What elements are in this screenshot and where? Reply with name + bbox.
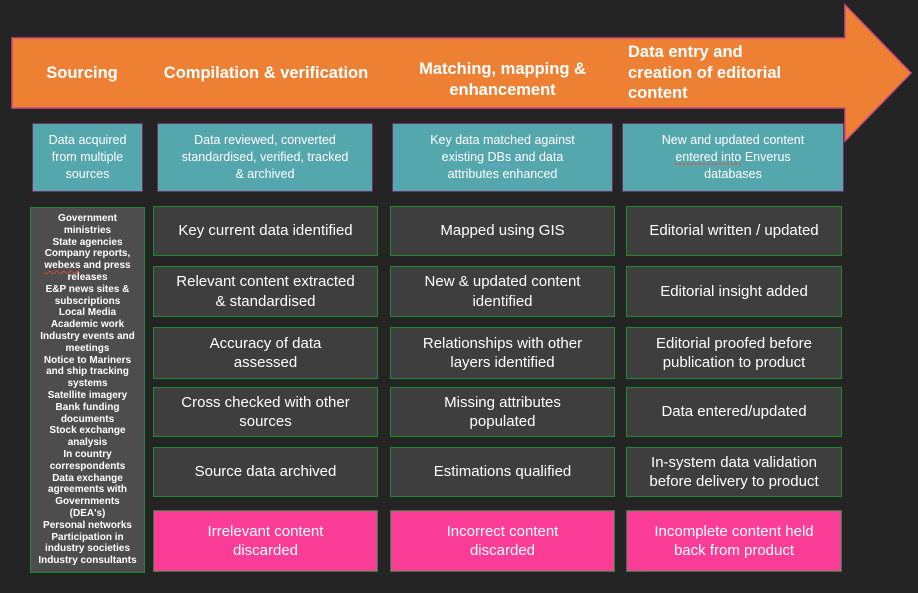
step-box: Key current data identified (153, 206, 378, 256)
source-item: Stock exchange analysis (49, 425, 126, 449)
step-text: Relevant content extracted & standardise… (176, 273, 355, 310)
step-text: Mapped using GIS (440, 222, 565, 240)
spellcheck-underline: webexs (44, 260, 81, 272)
summary-box-sourcing: Data acquired from multiple sources (32, 123, 143, 192)
source-list-box: Government ministries State agencies Com… (30, 207, 145, 573)
source-item: Satellite imagery (47, 390, 128, 401)
source-item: Participation in industry societies (44, 531, 131, 555)
step-text: Source data archived (194, 463, 337, 481)
step-text: Editorial proofed before publication to … (656, 334, 812, 371)
step-text: New & updated content identified (424, 273, 581, 310)
step-box: Editorial written / updated (626, 206, 842, 256)
step-box: Data entered/updated (626, 387, 842, 437)
step-box: In-system data validation before deliver… (626, 447, 842, 497)
step-text: Estimations qualified (433, 463, 572, 481)
source-item: Company reports, webexs and press releas… (44, 248, 131, 284)
step-box: Source data archived (153, 447, 378, 497)
stage-header-compilation: Compilation & verification (163, 63, 369, 82)
discard-box: Incomplete content held back from produc… (626, 510, 842, 572)
discard-box: Irrelevant content discarded (153, 510, 378, 572)
step-box: Accuracy of data assessed (153, 327, 378, 379)
discard-box: Incorrect content discarded (390, 510, 615, 572)
step-text: Missing attributes populated (444, 393, 561, 430)
grammar-check-underline: DBs (487, 150, 512, 165)
source-item: Academic work (50, 319, 125, 331)
stage-header-data-entry: Data entry and creation of editorial con… (628, 43, 782, 103)
source-item: Government ministries (58, 213, 117, 236)
summary-text: Data acquired from multiple sources (48, 133, 127, 181)
step-box: Missing attributes populated (390, 387, 615, 437)
source-item: Industry events and meetings (40, 331, 135, 354)
stage-header-matching: Matching, mapping & enhancement (419, 60, 586, 99)
summary-text: New and updated content entered into Env… (661, 133, 805, 181)
summary-text: Data reviewed, converted standardised, v… (181, 133, 349, 181)
step-text: In-system data validation before deliver… (649, 453, 819, 490)
step-box: Relevant content extracted & standardise… (153, 266, 378, 317)
source-item: Notice to Mariners and ship tracking sys… (43, 354, 132, 390)
source-item: Industry consultants (38, 555, 137, 567)
summary-box-matching: Key data matched against existing DBs an… (392, 123, 613, 192)
step-text: Editorial written / updated (649, 222, 819, 240)
discard-text: Irrelevant content discarded (207, 522, 324, 559)
step-text: Cross checked with other sources (181, 393, 350, 430)
step-box: Relationships with other layers identifi… (390, 327, 615, 379)
source-item: Local Media (58, 307, 117, 319)
source-item: State agencies (52, 236, 123, 248)
step-text: Accuracy of data assessed (209, 334, 322, 371)
summary-box-data-entry: New and updated content entered into Env… (622, 123, 844, 192)
step-text: Editorial insight added (660, 282, 808, 300)
source-item: Bank funding documents (55, 401, 120, 425)
step-box: Editorial proofed before publication to … (626, 327, 842, 379)
source-item: In country correspondents (49, 448, 126, 472)
spellcheck-underline: entered into (675, 150, 742, 165)
step-text: Relationships with other layers identifi… (422, 334, 583, 371)
summary-box-compilation: Data reviewed, converted standardised, v… (157, 123, 373, 192)
step-box: Estimations qualified (390, 447, 615, 497)
discard-text: Incorrect content discarded (446, 522, 559, 559)
source-item: Personal networks (43, 519, 132, 531)
source-item: Data exchange agreements with Government… (48, 472, 127, 519)
step-box: New & updated content identified (390, 266, 615, 317)
source-item: E&P news sites & subscriptions (45, 283, 130, 307)
step-box: Editorial insight added (626, 266, 842, 317)
step-text: Data entered/updated (661, 403, 807, 421)
arrow-banner (11, 3, 913, 143)
step-box: Mapped using GIS (390, 206, 615, 256)
right-arrow-shape (11, 3, 913, 143)
step-box: Cross checked with other sources (153, 387, 378, 437)
discard-text: Incomplete content held back from produc… (654, 522, 814, 559)
step-text: Key current data identified (178, 222, 353, 240)
stage-header-sourcing: Sourcing (46, 63, 118, 82)
summary-text: Key data matched against existing DBs an… (430, 133, 575, 181)
